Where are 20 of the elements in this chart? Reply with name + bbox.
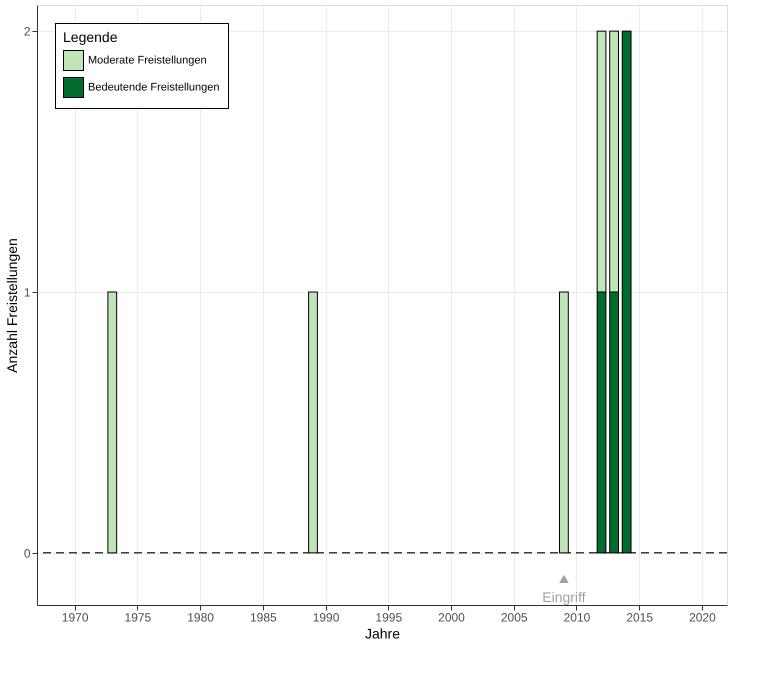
x-tick-label: 1990 [312,610,340,624]
x-tick-label: 1975 [124,610,152,624]
legend-label: Bedeutende Freistellungen [88,82,220,94]
annotation: Eingriff [542,588,586,605]
x-tick-label: 1995 [375,610,402,624]
x-tick-label: 1980 [187,610,214,624]
y-axis-title: Anzahl Freistellungen [4,238,20,373]
x-tick-label: 1970 [62,610,89,624]
x-tick-label: 2010 [564,610,591,624]
x-tick-label: 2020 [689,610,716,624]
x-tick-label: 2000 [438,610,466,624]
legend-label: Moderate Freistellungen [88,54,207,66]
legend-title: Legende [63,29,118,45]
y-tick-label: 0 [24,546,31,560]
x-tick-label: 2015 [626,610,654,624]
x-axis-title: Jahre [364,626,400,642]
y-tick-label: 1 [24,285,31,300]
x-tick-label: 1985 [250,610,277,624]
x-tick-label: 2005 [500,610,528,624]
y-tick-label: 2 [24,24,31,39]
